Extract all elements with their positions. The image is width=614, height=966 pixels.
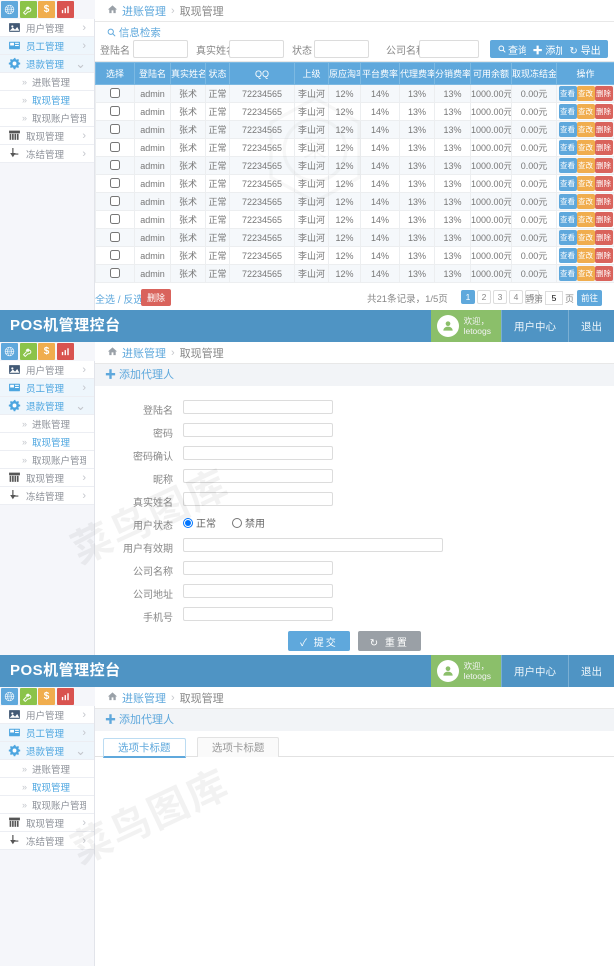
svg-text:菜: 菜 (303, 136, 327, 163)
